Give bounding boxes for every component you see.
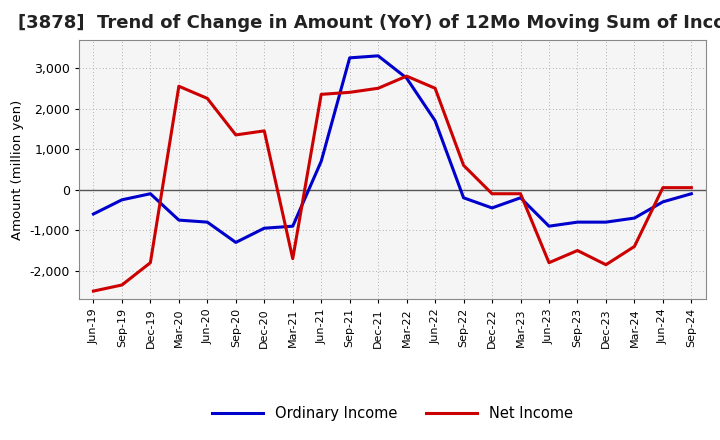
Ordinary Income xyxy=(146,191,155,196)
Net Income xyxy=(289,256,297,261)
Ordinary Income xyxy=(346,55,354,60)
Net Income xyxy=(117,282,126,288)
Net Income xyxy=(516,191,525,196)
Net Income xyxy=(602,262,611,268)
Ordinary Income xyxy=(573,220,582,225)
Ordinary Income xyxy=(659,199,667,205)
Net Income xyxy=(89,289,98,294)
Ordinary Income xyxy=(289,224,297,229)
Net Income xyxy=(459,163,468,168)
Title: [3878]  Trend of Change in Amount (YoY) of 12Mo Moving Sum of Incomes: [3878] Trend of Change in Amount (YoY) o… xyxy=(18,15,720,33)
Y-axis label: Amount (million yen): Amount (million yen) xyxy=(12,99,24,239)
Ordinary Income xyxy=(374,53,382,59)
Net Income xyxy=(174,84,183,89)
Net Income xyxy=(146,260,155,265)
Ordinary Income xyxy=(117,197,126,202)
Net Income xyxy=(232,132,240,138)
Ordinary Income xyxy=(487,205,496,211)
Net Income xyxy=(573,248,582,253)
Net Income xyxy=(431,86,439,91)
Net Income xyxy=(659,185,667,190)
Ordinary Income xyxy=(317,159,325,164)
Ordinary Income xyxy=(232,240,240,245)
Ordinary Income xyxy=(402,76,411,81)
Ordinary Income xyxy=(630,216,639,221)
Net Income xyxy=(346,90,354,95)
Ordinary Income xyxy=(203,220,212,225)
Legend: Ordinary Income, Net Income: Ordinary Income, Net Income xyxy=(206,400,579,427)
Net Income xyxy=(687,185,696,190)
Line: Net Income: Net Income xyxy=(94,76,691,291)
Net Income xyxy=(487,191,496,196)
Net Income xyxy=(402,73,411,79)
Ordinary Income xyxy=(260,226,269,231)
Ordinary Income xyxy=(431,118,439,123)
Net Income xyxy=(545,260,554,265)
Ordinary Income xyxy=(602,220,611,225)
Net Income xyxy=(374,86,382,91)
Ordinary Income xyxy=(459,195,468,201)
Ordinary Income xyxy=(174,217,183,223)
Ordinary Income xyxy=(545,224,554,229)
Net Income xyxy=(317,92,325,97)
Ordinary Income xyxy=(89,211,98,216)
Ordinary Income xyxy=(516,195,525,201)
Net Income xyxy=(203,96,212,101)
Line: Ordinary Income: Ordinary Income xyxy=(94,56,691,242)
Net Income xyxy=(260,128,269,133)
Ordinary Income xyxy=(687,191,696,196)
Net Income xyxy=(630,244,639,249)
